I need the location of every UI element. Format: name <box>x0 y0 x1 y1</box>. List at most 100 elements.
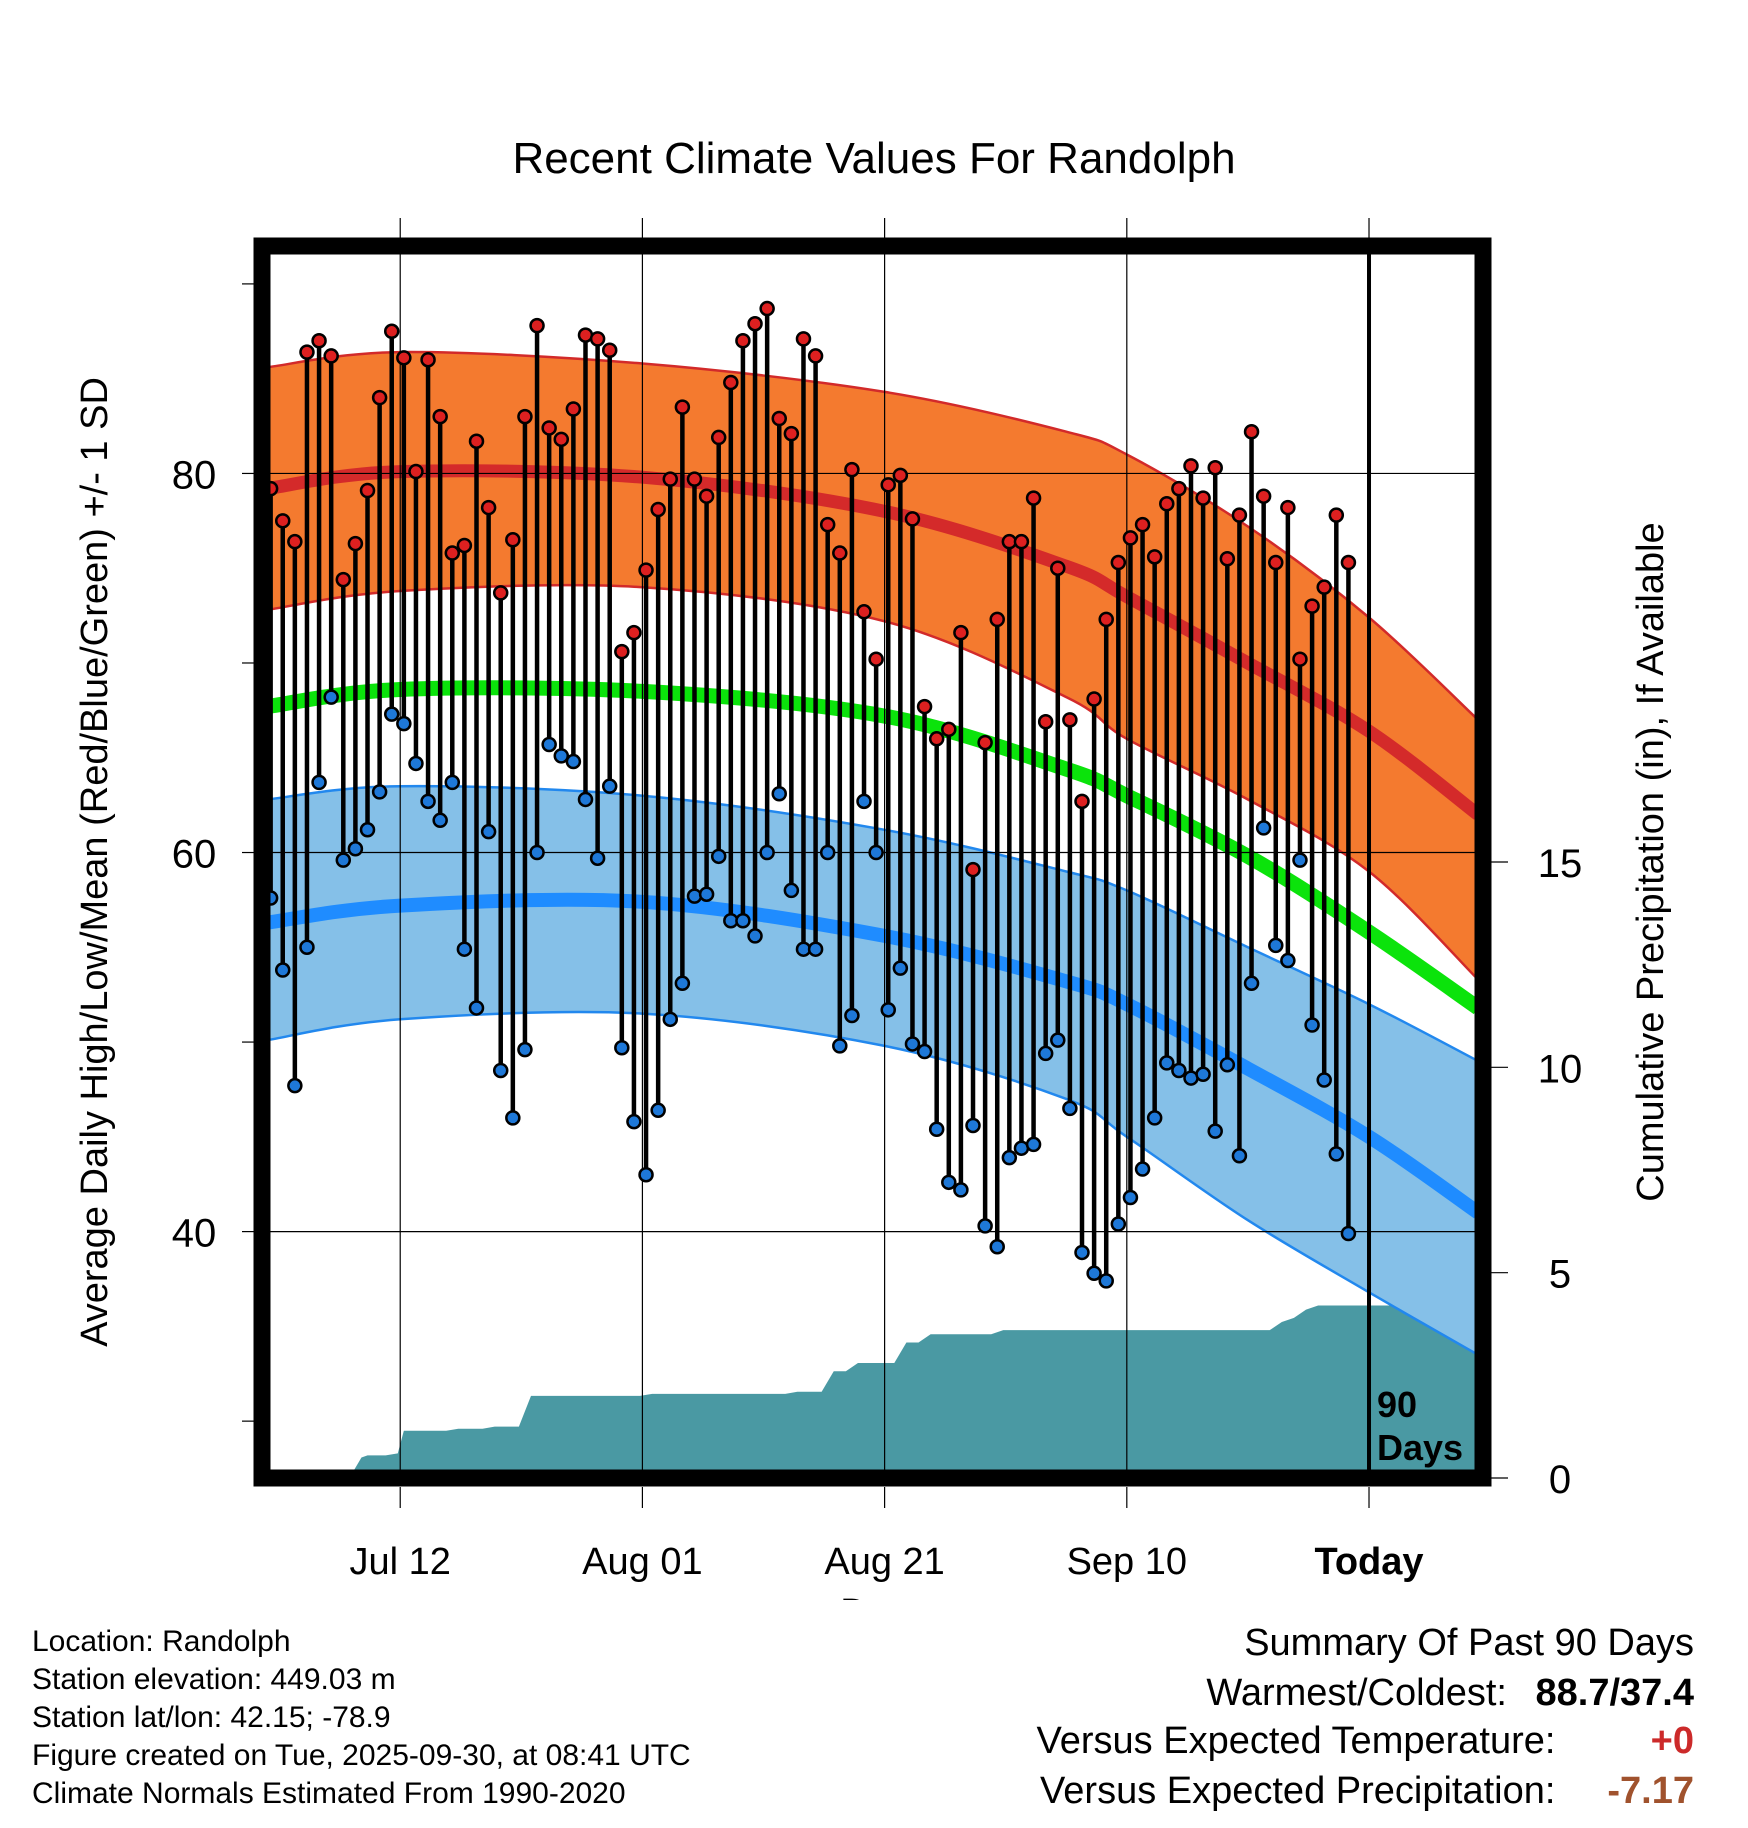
daily-low-point <box>1304 1017 1320 1033</box>
daily-high-point <box>1280 499 1296 516</box>
daily-high-point <box>299 344 315 360</box>
daily-high-point <box>383 323 400 340</box>
daily-high-point <box>1195 490 1211 506</box>
daily-low-point <box>662 1011 679 1028</box>
axes: 40 60 80 0 5 10 15 Jul 12 Aug 01 Aug 21 Sep 10 Toda… <box>74 218 1672 1583</box>
daily-low-point <box>819 844 836 861</box>
created-text: Figure created on Tue, 2025-09-30, at 08… <box>32 1739 691 1772</box>
daily-low-point <box>771 786 788 802</box>
daily-high-point <box>468 433 485 449</box>
daily-low-point <box>432 812 448 829</box>
low-normal-lower-edge <box>266 1010 1479 1356</box>
chart-title: Recent Climate Values For Randolph <box>512 134 1235 183</box>
daily-high-point <box>517 408 533 425</box>
daily-low-point <box>1159 1055 1175 1071</box>
daily-low-point <box>1074 1244 1090 1261</box>
daily-high-point <box>747 315 763 332</box>
daily-high-point <box>444 545 461 561</box>
x-tick-label: Today <box>1314 1541 1423 1583</box>
daily-low-point <box>1268 937 1284 954</box>
low-normal-upper-edge <box>266 784 1479 1063</box>
temp-label: Versus Expected Temperature: <box>1036 1720 1556 1762</box>
daily-low-point <box>1098 1273 1114 1289</box>
daily-high-point <box>323 348 339 364</box>
daily-low-point <box>383 706 400 722</box>
daily-low-point <box>444 774 461 791</box>
daily-low-point <box>1050 1032 1066 1048</box>
y-tick-label-40: 40 <box>172 1212 217 1256</box>
daily-low-point <box>674 975 691 992</box>
daily-high-point <box>565 401 582 417</box>
daily-low-point <box>1207 1123 1223 1139</box>
daily-high-point <box>553 431 570 448</box>
elevation-text: Station elevation: 449.03 m <box>32 1663 396 1696</box>
daily-high-point <box>674 399 691 415</box>
summary-heading: Summary Of Past 90 Days <box>1244 1622 1694 1664</box>
daily-low-point <box>323 689 339 705</box>
daily-high-point <box>735 333 751 349</box>
daily-low-point <box>1086 1265 1102 1282</box>
daily-high-point <box>420 351 436 368</box>
daily-low-point <box>1340 1225 1357 1242</box>
daily-high-point <box>868 651 884 667</box>
daily-high-point <box>771 410 788 427</box>
daily-low-point <box>614 1039 630 1056</box>
location-text: Location: Randolph <box>32 1625 291 1658</box>
daily-high-point <box>1050 560 1066 576</box>
daily-high-point <box>287 533 303 550</box>
daily-low-point <box>347 840 364 857</box>
daily-high-point <box>1074 793 1090 810</box>
daily-low-point <box>941 1174 957 1191</box>
daily-high-point <box>1243 423 1260 440</box>
y-axis-label: Average Daily High/Low/Mean (Red/Blue/Gr… <box>74 377 116 1347</box>
daily-high-point <box>1340 554 1357 571</box>
daily-low-point <box>892 960 909 976</box>
daily-low-point <box>1001 1149 1018 1166</box>
daily-high-point <box>698 488 715 504</box>
temp-value: +0 <box>1650 1720 1694 1762</box>
y2-tick-label-0: 0 <box>1549 1458 1571 1502</box>
daily-low-point <box>492 1062 509 1079</box>
daily-high-point <box>274 513 291 529</box>
daily-high-point <box>880 477 896 493</box>
mean-normal-line <box>265 680 1483 1015</box>
daily-high-point <box>832 545 848 561</box>
daily-low-point <box>832 1038 848 1054</box>
daily-low-point <box>529 844 545 861</box>
daily-high-point <box>335 571 352 588</box>
daily-high-point <box>396 350 412 366</box>
daily-low-point <box>456 941 473 957</box>
daily-high-point <box>941 721 957 738</box>
daily-high-point <box>480 499 497 516</box>
extremes-value: 88.7/37.4 <box>1535 1672 1694 1714</box>
daily-low-point <box>408 755 424 772</box>
daily-high-point <box>492 585 509 601</box>
daily-low-point <box>735 913 751 929</box>
daily-low-point <box>371 784 388 800</box>
daily-high-point <box>1159 496 1175 512</box>
daily-high-point <box>626 624 642 641</box>
daily-low-point <box>638 1166 654 1183</box>
daily-high-point <box>856 604 872 620</box>
daily-high-point <box>589 331 606 347</box>
daily-low-point <box>287 1077 303 1094</box>
daily-high-point <box>1013 533 1030 550</box>
daily-low-point <box>505 1110 521 1126</box>
daily-high-point <box>529 317 545 334</box>
daily-low-point <box>601 778 618 794</box>
x-tick-label: Sep 10 <box>1067 1541 1187 1583</box>
x-axis-label: Day <box>840 1592 908 1600</box>
high-normal-band <box>267 352 1478 980</box>
daily-low-point <box>1110 1216 1127 1232</box>
daily-high-point <box>1183 458 1199 474</box>
y2-axis-label: Cumulative Precipitation (in), If Availa… <box>1630 522 1672 1201</box>
normals-text: Climate Normals Estimated From 1990-2020 <box>32 1777 626 1810</box>
daily-low-point <box>977 1218 993 1234</box>
low-normal-band <box>267 786 1478 1355</box>
daily-low-point <box>1037 1045 1054 1062</box>
latlon-text: Station lat/lon: 42.15; -78.9 <box>32 1701 391 1734</box>
daily-high-point <box>965 861 981 878</box>
daily-high-point <box>1146 549 1163 565</box>
daily-high-point <box>408 463 424 480</box>
